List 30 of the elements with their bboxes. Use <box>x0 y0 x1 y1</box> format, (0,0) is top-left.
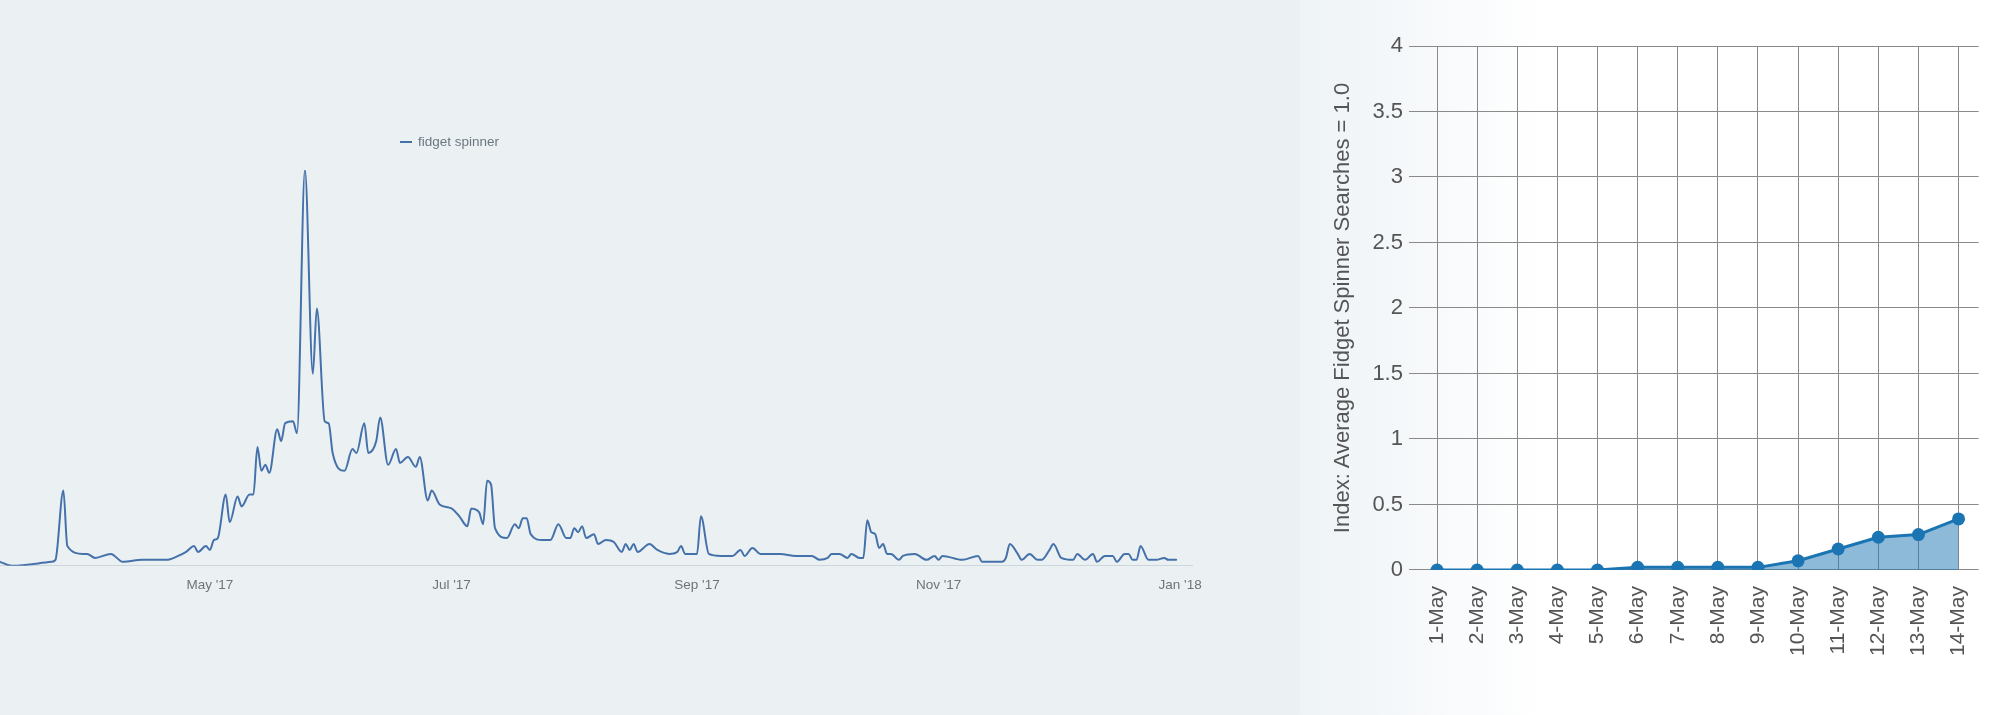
x-tick-label: 1-May <box>1423 585 1447 645</box>
x-tick-label: 7-May <box>1664 585 1688 645</box>
y-tick-label: 1.5 <box>1372 359 1403 385</box>
y-tick-label: 3 <box>1390 163 1403 189</box>
x-tick-label: 6-May <box>1624 585 1648 645</box>
y-tick-label: 2.5 <box>1372 228 1403 254</box>
x-tick-label: 8-May <box>1704 585 1728 645</box>
x-tick-label: Jul '17 <box>432 576 471 592</box>
x-tick-label: Nov '17 <box>915 576 962 592</box>
y-tick-label: 3.5 <box>1372 97 1403 123</box>
legend-label: fidget spinner <box>418 134 500 149</box>
x-tick-label: Sep '17 <box>674 576 720 592</box>
x-tick-label: 5-May <box>1584 585 1608 645</box>
y-tick-label: 0.5 <box>1372 490 1403 516</box>
x-tick-label: May '17 <box>186 576 234 592</box>
x-tick-label: 9-May <box>1744 585 1768 645</box>
y-axis-title: Index: Average Fidget Spinner Searches = 1.0 <box>1329 82 1355 534</box>
y-tick-label: 1 <box>1390 425 1403 451</box>
x-tick-label: Jan '18 <box>1158 576 1202 592</box>
x-tick-label: 3-May <box>1504 585 1528 645</box>
x-tick-label: 12-May <box>1865 585 1889 657</box>
x-tick-label: 13-May <box>1905 585 1929 657</box>
x-tick-label: 14-May <box>1945 585 1969 657</box>
y-tick-label: 4 <box>1390 32 1403 58</box>
x-tick-label: 10-May <box>1784 585 1808 657</box>
x-tick-label: 2-May <box>1463 585 1487 645</box>
x-tick-label: 11-May <box>1825 585 1849 655</box>
y-tick-label: 2 <box>1390 294 1403 320</box>
x-tick-label: 4-May <box>1544 585 1568 645</box>
y-tick-label: 0 <box>1390 556 1403 582</box>
